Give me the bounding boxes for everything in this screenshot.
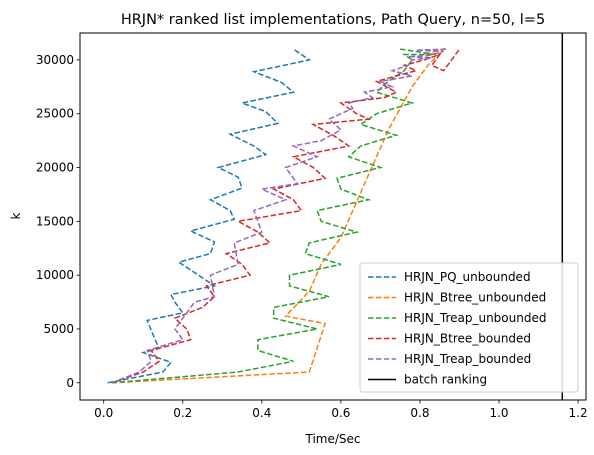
series-line-3 (111, 48, 461, 384)
y-tick-label: 10000 (36, 268, 74, 282)
plot-frame (79, 32, 587, 401)
series-line-2 (111, 48, 436, 384)
legend-label-4: HRJN_Treap_bounded (404, 352, 531, 366)
y-tick-label: 5000 (43, 322, 74, 336)
x-tick-label: 0.0 (94, 406, 113, 420)
legend-label-1: HRJN_Btree_unbounded (404, 291, 546, 305)
y-axis-label: k (9, 212, 23, 219)
y-tick-label: 25000 (36, 107, 74, 121)
x-axis-label: Time/Sec (304, 432, 360, 446)
y-tick-label: 0 (66, 376, 74, 390)
x-tick-label: 0.4 (252, 406, 271, 420)
series-layer (107, 33, 564, 400)
x-tick-label: 1.0 (489, 406, 508, 420)
series-line-0 (107, 48, 312, 384)
y-tick-label: 15000 (36, 214, 74, 228)
legend-label-2: HRJN_Treap_unbounded (404, 311, 546, 325)
legend-label-5: batch ranking (404, 373, 487, 387)
legend-box (359, 262, 579, 393)
chart-title: HRJN* ranked list implementations, Path … (121, 12, 545, 28)
series-line-1 (111, 47, 447, 384)
legend-label-0: HRJN_PQ_unbounded (404, 270, 531, 284)
x-tick-label: 1.2 (569, 406, 588, 420)
y-tick-label: 30000 (36, 53, 74, 67)
legend: HRJN_PQ_unbounded HRJN_Btree_unbounded HRJ… (359, 262, 579, 393)
ticks-layer: 0.0 0.2 0.4 0.6 0.8 1.0 1.2 0 5000 10000 15000 2000… (36, 53, 588, 420)
series-line-4 (111, 48, 448, 384)
x-tick-label: 0.6 (331, 406, 350, 420)
x-tick-label: 0.8 (410, 406, 429, 420)
y-tick-label: 20000 (36, 161, 74, 175)
x-tick-label: 0.2 (173, 406, 192, 420)
legend-label-3: HRJN_Btree_bounded (404, 332, 531, 346)
